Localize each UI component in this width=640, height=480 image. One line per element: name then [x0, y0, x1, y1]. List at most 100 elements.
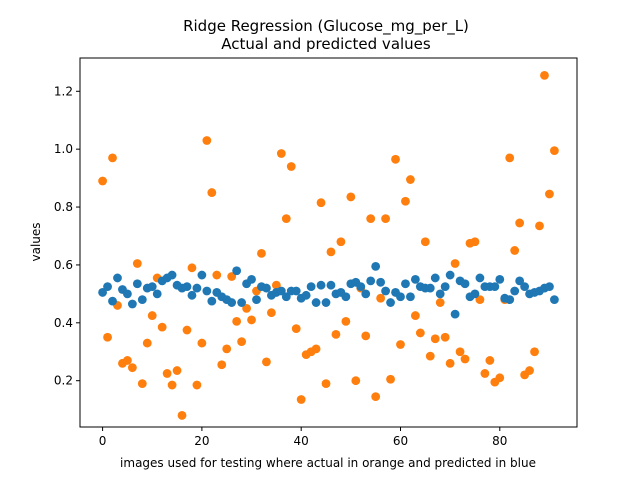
point [167, 380, 177, 390]
point [361, 289, 371, 299]
point [430, 334, 440, 344]
point [545, 189, 554, 199]
point [505, 295, 515, 305]
point [361, 331, 371, 341]
point [510, 286, 520, 296]
point [520, 282, 530, 292]
point [505, 153, 515, 163]
point [103, 332, 112, 342]
point [425, 351, 435, 361]
point [202, 286, 212, 296]
point [296, 395, 306, 404]
point [545, 282, 554, 292]
point [366, 276, 376, 286]
point [247, 275, 256, 284]
point [515, 276, 525, 286]
y-axis-ticks: 0.2 0.4 0.6 0.8 1.0 1.2 [54, 84, 80, 388]
point [440, 332, 450, 342]
point [108, 153, 117, 163]
point [301, 290, 311, 300]
point [306, 282, 316, 292]
point [445, 358, 455, 368]
point [376, 277, 386, 287]
point [510, 246, 520, 255]
point [108, 296, 117, 306]
point [147, 311, 157, 320]
point [381, 214, 390, 224]
x-axis-ticks: 0 20 40 60 80 [99, 427, 507, 448]
point [371, 261, 381, 271]
point [316, 198, 326, 208]
point [187, 290, 197, 300]
chart-title-line2: Actual and predicted values [221, 35, 431, 53]
point [182, 282, 192, 292]
point [440, 282, 450, 292]
x-tick-label: 60 [393, 434, 408, 448]
point [376, 293, 386, 303]
point [207, 188, 217, 197]
point [460, 354, 470, 364]
point [450, 259, 460, 268]
point [430, 273, 440, 283]
chart-title-line1: Ridge Regression (Glucose_mg_per_L) [183, 17, 469, 36]
point [162, 369, 172, 378]
points-layer [98, 70, 559, 420]
point [326, 247, 336, 257]
point [331, 329, 341, 339]
point [103, 282, 112, 292]
point [401, 196, 410, 206]
point [207, 296, 217, 306]
point [276, 149, 286, 158]
y-tick-label: 0.2 [54, 374, 73, 388]
point [257, 248, 266, 258]
point [550, 146, 559, 156]
point [98, 176, 107, 186]
series-1 [98, 261, 559, 319]
point [276, 286, 286, 296]
point [177, 411, 187, 420]
point [237, 337, 247, 347]
point [217, 360, 227, 370]
point [410, 311, 420, 320]
point [262, 357, 271, 367]
point [540, 70, 549, 80]
point [311, 298, 321, 307]
point [316, 280, 326, 290]
point [396, 292, 405, 302]
point [286, 162, 296, 171]
point [475, 273, 485, 283]
point [326, 280, 336, 290]
point [222, 344, 232, 354]
point [132, 279, 142, 289]
point [167, 270, 177, 280]
point [127, 299, 137, 309]
y-tick-label: 1.2 [54, 84, 73, 98]
point [152, 289, 162, 299]
point [267, 308, 276, 318]
y-tick-label: 0.4 [54, 316, 73, 330]
point [470, 289, 480, 299]
point [311, 344, 321, 354]
point [137, 379, 147, 388]
point [202, 136, 212, 145]
point [123, 356, 132, 365]
point [415, 328, 425, 338]
point [336, 237, 346, 247]
point [291, 286, 301, 296]
point [212, 270, 222, 280]
point [232, 316, 242, 326]
point [425, 283, 435, 293]
point [371, 392, 381, 402]
x-axis-label: images used for testing where actual in … [120, 456, 536, 470]
point [445, 270, 455, 280]
point [157, 322, 167, 332]
point [123, 289, 132, 299]
point [192, 380, 202, 390]
point [182, 325, 192, 335]
point [98, 288, 107, 297]
point [172, 366, 182, 375]
point [435, 289, 445, 299]
x-tick-label: 80 [492, 434, 507, 448]
point [475, 295, 485, 305]
point [321, 298, 331, 307]
